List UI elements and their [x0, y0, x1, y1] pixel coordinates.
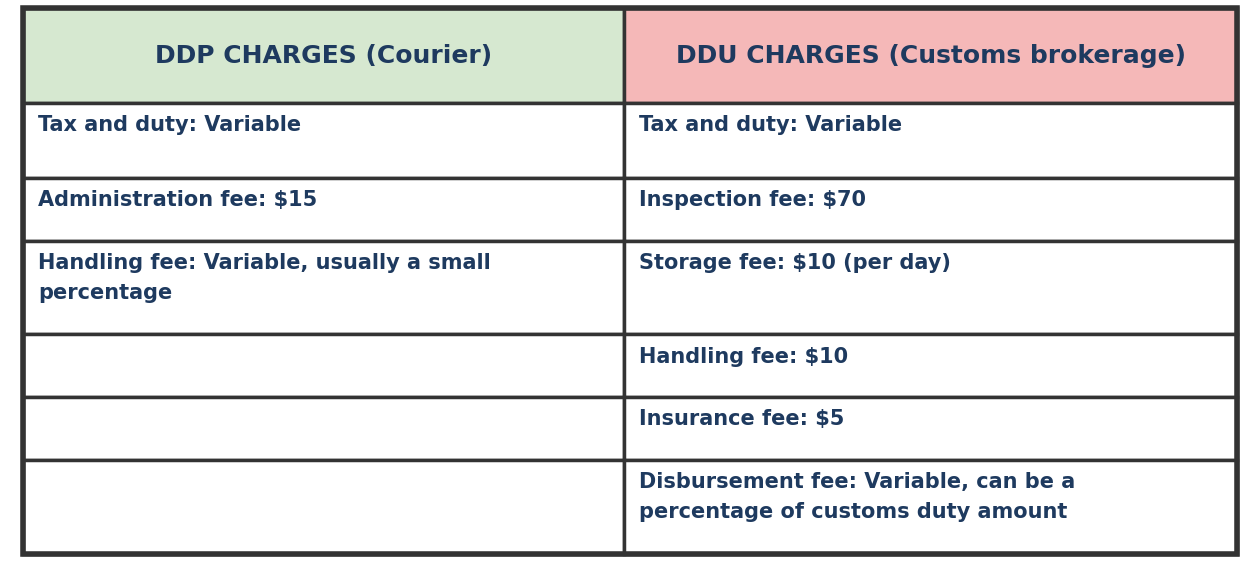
Bar [624, 397, 1237, 460]
Text: DDP CHARGES (Courier): DDP CHARGES (Courier) [155, 44, 491, 67]
Text: Handling fee: Variable, usually a small
percentage: Handling fee: Variable, usually a small … [38, 253, 490, 302]
Bar [23, 397, 624, 460]
Bar [624, 460, 1237, 554]
Bar [624, 8, 1237, 103]
Bar [624, 334, 1237, 397]
Text: Storage fee: $10 (per day): Storage fee: $10 (per day) [639, 253, 951, 273]
Text: Tax and duty: Variable: Tax and duty: Variable [639, 115, 902, 135]
Text: Tax and duty: Variable: Tax and duty: Variable [38, 115, 301, 135]
Text: Handling fee: $10: Handling fee: $10 [639, 347, 848, 367]
Bar [23, 241, 624, 334]
Bar [23, 460, 624, 554]
Bar [23, 103, 624, 178]
Text: Inspection fee: $70: Inspection fee: $70 [639, 191, 866, 210]
Bar [23, 8, 624, 103]
Text: Disbursement fee: Variable, can be a
percentage of customs duty amount: Disbursement fee: Variable, can be a per… [639, 472, 1075, 522]
Bar [624, 178, 1237, 241]
Bar [23, 178, 624, 241]
Bar [624, 103, 1237, 178]
Bar [624, 241, 1237, 334]
Text: DDU CHARGES (Customs brokerage): DDU CHARGES (Customs brokerage) [675, 44, 1186, 67]
Text: Administration fee: $15: Administration fee: $15 [38, 191, 318, 210]
Text: Insurance fee: $5: Insurance fee: $5 [639, 410, 844, 429]
Bar [23, 334, 624, 397]
